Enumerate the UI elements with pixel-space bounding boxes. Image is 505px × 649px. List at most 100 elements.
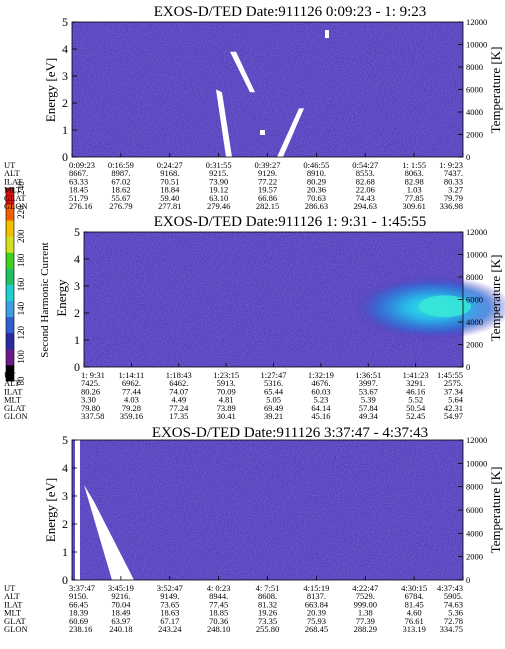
info-cell: 5.36 (448, 608, 463, 618)
info-cell: 57.84 (359, 403, 379, 413)
info-row-label: UT (4, 583, 16, 593)
info-cell: 240.18 (109, 624, 132, 634)
info-cell: 6962. (122, 378, 141, 388)
info-cell: 4.03 (124, 395, 139, 405)
info-cell: 9149. (160, 591, 179, 601)
info-cell: 4: 7:51 (256, 583, 280, 593)
info-cell: 0:24:27 (157, 160, 183, 170)
info-cell: 5.39 (361, 395, 376, 405)
info-cell: 77.45 (209, 599, 228, 609)
info-cell: 66.45 (69, 599, 88, 609)
info-cell: 82.68 (356, 176, 375, 186)
info-cell: 1:18:43 (166, 370, 192, 380)
y-right-tick-label: 2000 (466, 340, 483, 350)
info-cell: 20.39 (307, 608, 326, 618)
intensity-core (419, 295, 471, 318)
info-cell: 0:16:59 (108, 160, 134, 170)
info-row-label: GLON (4, 201, 28, 211)
plot-texture (72, 440, 463, 580)
y-tick-label: 2 (62, 96, 68, 110)
info-cell: 3.30 (81, 395, 96, 405)
info-cell: 1:27:47 (261, 370, 287, 380)
info-cell: 20.36 (307, 185, 326, 195)
info-cell: 79.28 (122, 403, 141, 413)
y-right-tick-label: 12000 (466, 435, 487, 445)
info-cell: 5.52 (408, 395, 423, 405)
y-tick-label: 0 (62, 150, 68, 164)
plot-area: 0 1 2 3 4 5 0 2000 4000 6000 8000 10000 12000 UT 0:09:… (4, 15, 487, 211)
colorbar-tick-label: 100 (16, 350, 26, 364)
info-cell: 53.67 (359, 386, 378, 396)
info-cell: 3997. (359, 378, 378, 388)
info-cell: 70.09 (217, 386, 236, 396)
info-cell: 4.81 (219, 395, 234, 405)
info-cell: 77.85 (405, 193, 424, 203)
info-row-label: UT (4, 370, 16, 380)
info-cell: 79.79 (444, 193, 463, 203)
info-row-label: ILAT (4, 599, 23, 609)
y-right-tick-label: 8000 (466, 272, 483, 282)
info-cell: 63.10 (209, 193, 228, 203)
info-cell: 3:45:19 (108, 583, 134, 593)
y-axis-label: Energy (54, 279, 69, 317)
data-streak (75, 440, 80, 580)
plot-area: 0 1 2 3 4 5 0 2000 4000 6000 8000 10000 12000 UT 3:37:… (4, 433, 487, 634)
y-tick-label: 2 (62, 517, 68, 531)
info-cell: 59.40 (160, 193, 179, 203)
y-tick-label: 2 (74, 306, 80, 320)
info-cell: 67.02 (111, 176, 130, 186)
info-cell: 3.27 (448, 185, 463, 195)
info-cell: 80.33 (444, 176, 463, 186)
y-right-tick-label: 10000 (466, 250, 487, 260)
info-cell: 2575. (444, 378, 463, 388)
info-row-label: ALT (4, 168, 21, 178)
colorbar-cells (5, 187, 15, 382)
info-cell: 336.98 (440, 201, 463, 211)
panel-2: EXOS-D/TED Date:911126 1: 9:31 - 1:45:55… (4, 214, 505, 421)
info-cell: 0:54:27 (352, 160, 378, 170)
y-tick-label: 3 (62, 489, 68, 503)
panel-title: EXOS-D/TED Date:911126 1: 9:31 - 1:45:55 (154, 214, 427, 230)
y-tick-label: 3 (62, 69, 68, 83)
info-cell: 1:41:23 (403, 370, 429, 380)
y-right-tick-label: 6000 (466, 505, 483, 515)
info-row-label: UT (4, 160, 16, 170)
y-right-tick-label: 8000 (466, 482, 483, 492)
info-cell: 17.35 (169, 411, 188, 421)
info-cell: 18.63 (160, 608, 179, 618)
info-cell: 67.17 (160, 616, 179, 626)
y-right-tick-label: 4000 (466, 528, 483, 538)
info-cell: 1:45:55 (437, 370, 463, 380)
info-cell: 7425. (81, 378, 100, 388)
info-row-label: GLON (4, 411, 28, 421)
info-row-label: ILAT (4, 176, 23, 186)
colorbar-cell (6, 316, 14, 334)
info-row-label: MLT (4, 185, 22, 195)
colorbar: 80 100 120 140 160 180 200 220 240 Second Harmon… (5, 181, 51, 386)
info-cell: 288.29 (354, 624, 377, 634)
y-tick-label: 1 (74, 333, 80, 347)
info-cell: 66.86 (258, 193, 277, 203)
info-cell: 18.49 (111, 608, 130, 618)
y-tick-label: 1 (62, 123, 68, 137)
info-cell: 255.80 (256, 624, 279, 634)
y-right-tick-label: 10000 (466, 40, 487, 50)
data-streak (277, 108, 304, 157)
info-cell: 9168. (160, 168, 179, 178)
info-cell: 70.36 (209, 616, 228, 626)
info-cell: 81.45 (405, 599, 424, 609)
plot-area: 0 1 2 3 4 5 0 2000 4000 6000 8000 10000 12000 UT 1: 9:… (4, 225, 505, 421)
info-cell: 73.90 (209, 176, 228, 186)
data-streak (230, 51, 255, 93)
info-cell: 3:52:47 (157, 583, 183, 593)
info-cell: 277.81 (158, 201, 181, 211)
info-cell: 51.79 (69, 193, 88, 203)
y-right-tick-label: 4000 (466, 107, 483, 117)
info-cell: 4.60 (407, 608, 422, 618)
y-right-tick-label: 12000 (466, 227, 487, 237)
info-cell: 9129. (258, 168, 277, 178)
info-row-label: GLAT (4, 403, 27, 413)
info-cell: 0:09:23 (69, 160, 95, 170)
y-tick-label: 5 (62, 433, 68, 447)
